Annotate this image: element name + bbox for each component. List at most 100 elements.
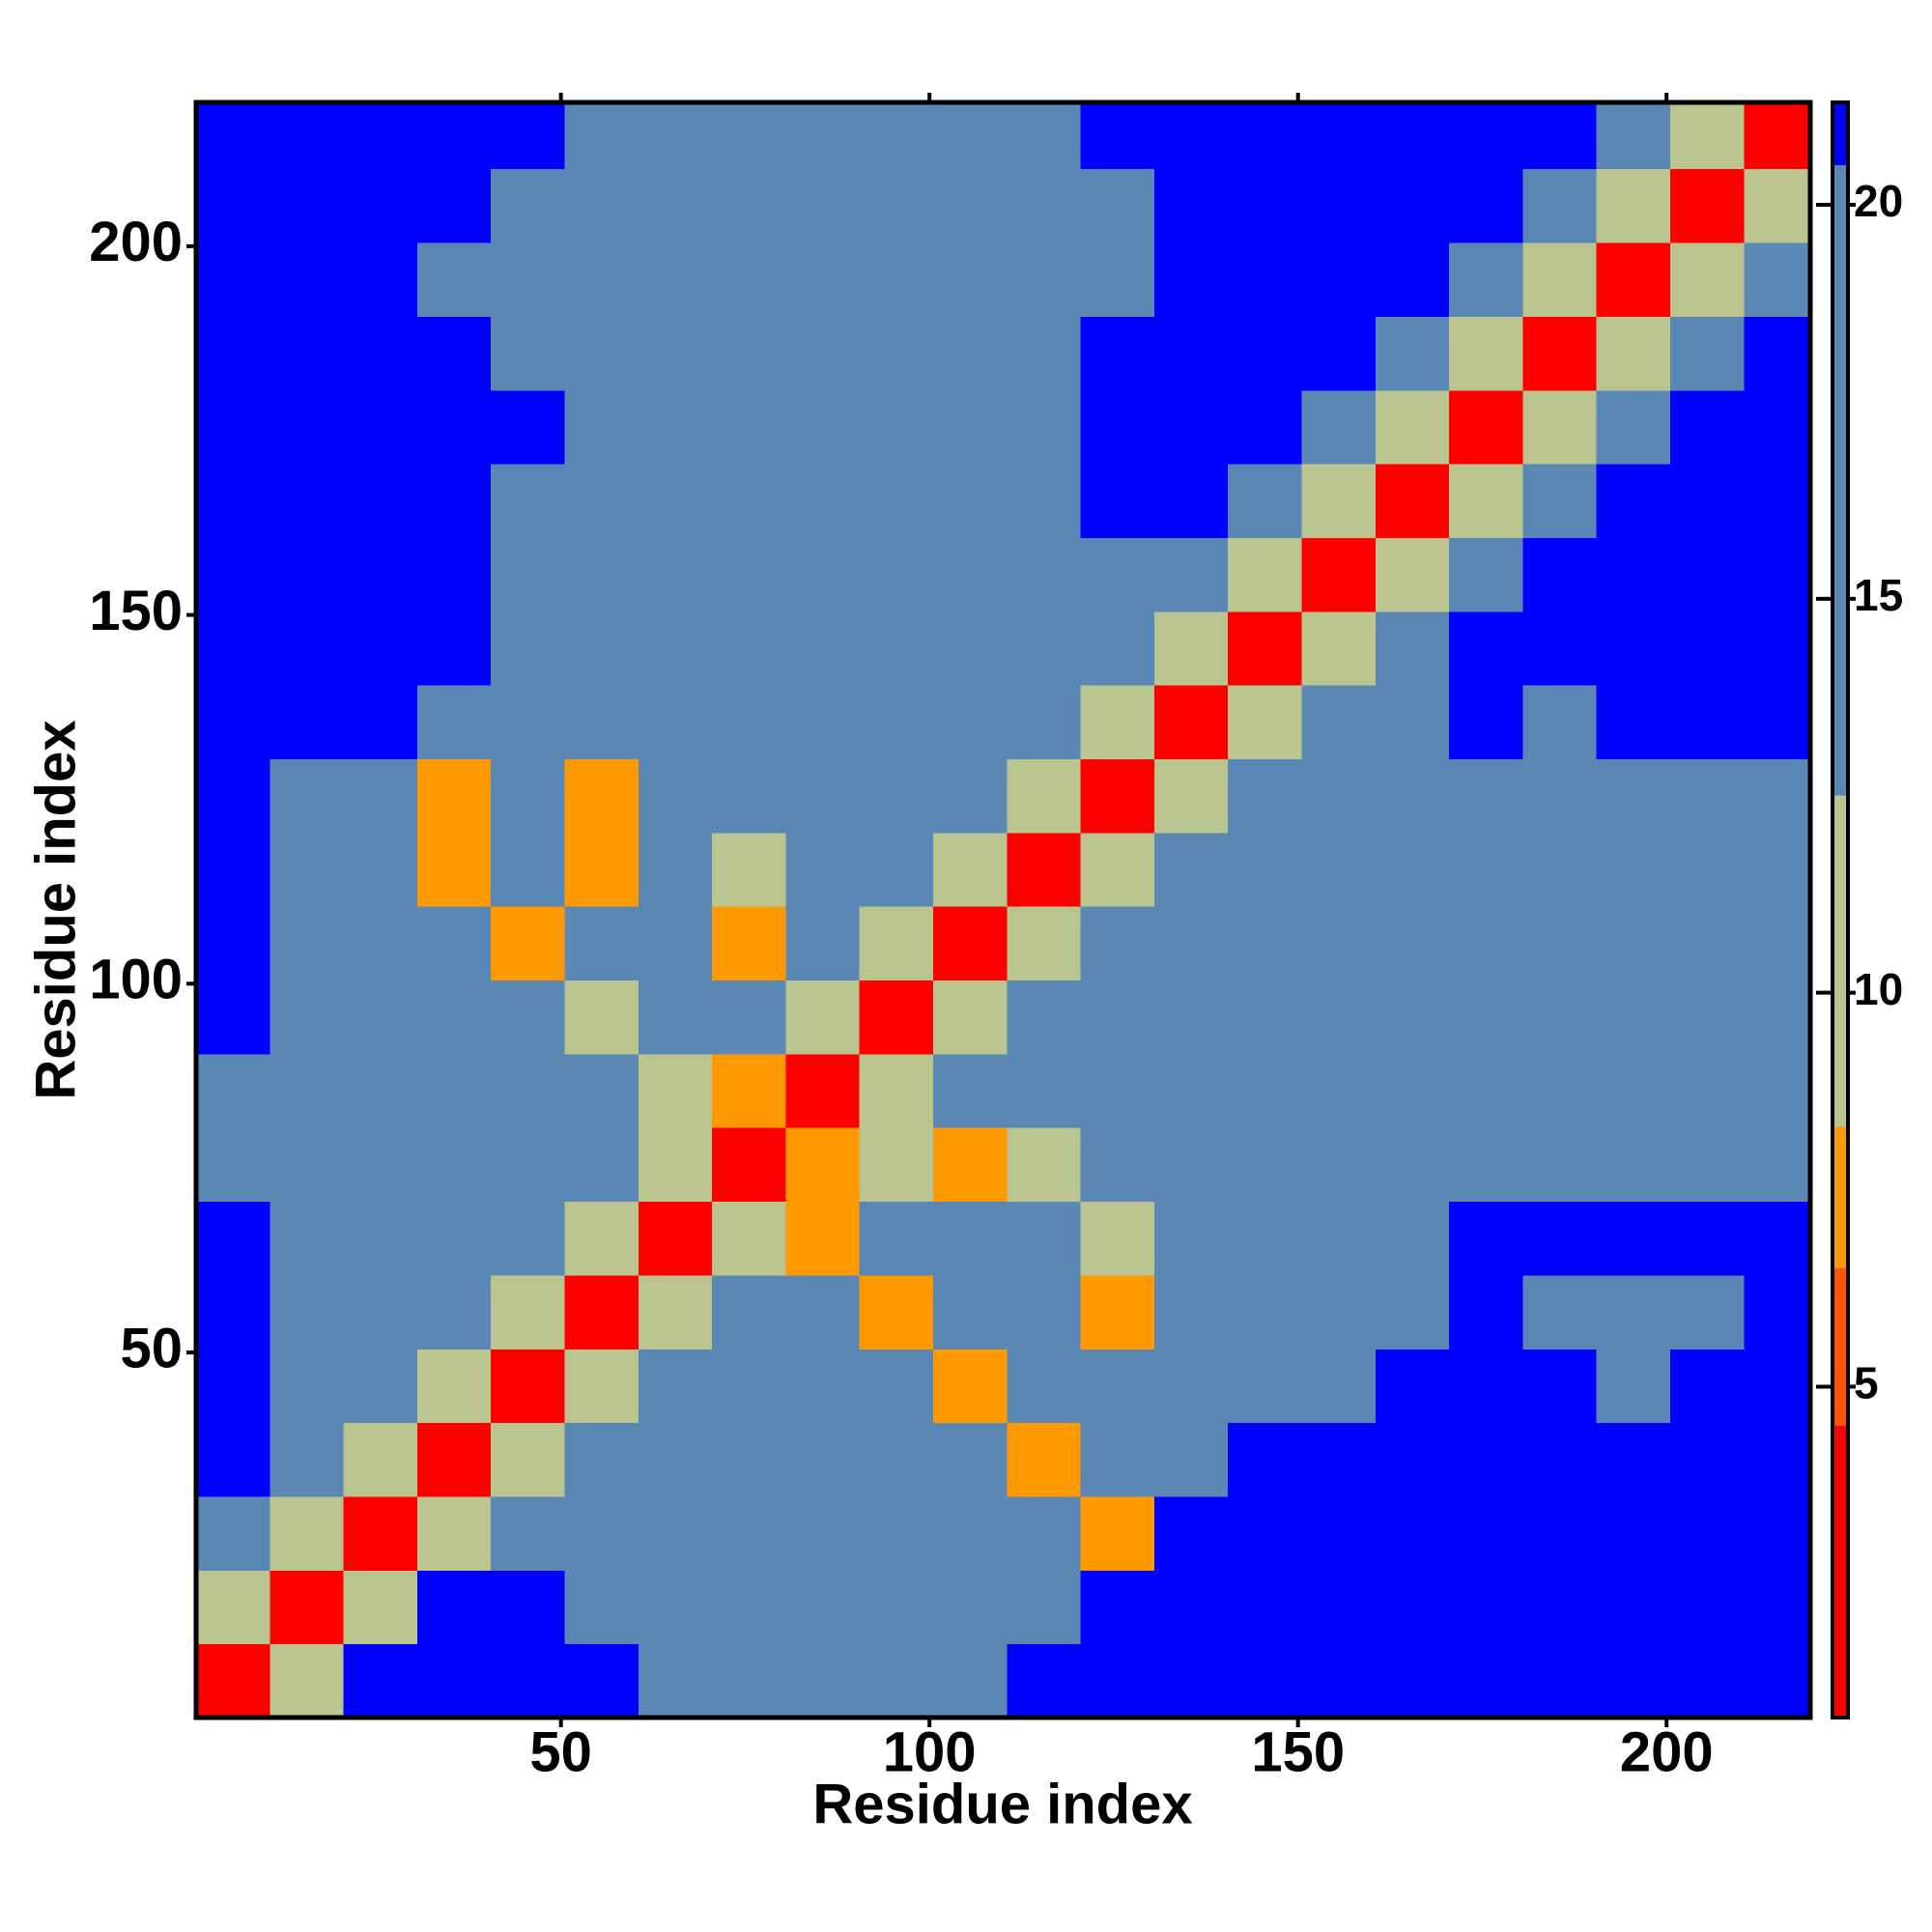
heatmap-cell xyxy=(1153,1053,1229,1128)
heatmap-cell xyxy=(1449,1643,1523,1719)
heatmap-cell xyxy=(1375,906,1450,981)
heatmap-cell xyxy=(196,316,270,391)
heatmap-cell xyxy=(933,611,1008,686)
heatmap-cell xyxy=(1228,1422,1303,1497)
heatmap-cell xyxy=(712,1127,786,1203)
colorbar-band xyxy=(1833,795,1848,1127)
heatmap-cell xyxy=(1596,102,1671,170)
x-tick-label: 150 xyxy=(1251,1720,1345,1783)
heatmap-cell xyxy=(1744,685,1811,759)
heatmap-cell xyxy=(564,980,639,1055)
heatmap-cell xyxy=(1449,1201,1523,1276)
heatmap-cell xyxy=(1301,980,1377,1055)
heatmap-cell xyxy=(1670,168,1745,243)
heatmap-cell xyxy=(1522,389,1598,465)
heatmap-cell xyxy=(1228,102,1303,170)
heatmap-cell xyxy=(712,758,786,834)
heatmap-cell xyxy=(416,1349,492,1424)
heatmap-cell xyxy=(564,389,639,465)
heatmap-cell xyxy=(1596,906,1671,981)
heatmap-cell xyxy=(270,1201,345,1276)
heatmap-cell xyxy=(1670,1495,1745,1571)
heatmap-cell xyxy=(785,1053,861,1128)
heatmap-cell xyxy=(1153,168,1229,243)
heatmap-cell xyxy=(416,1422,492,1497)
heatmap-cell xyxy=(491,758,566,834)
heatmap-cell xyxy=(196,832,270,907)
heatmap-cell xyxy=(343,1570,418,1645)
heatmap-cell xyxy=(196,1495,270,1571)
heatmap-cell xyxy=(785,685,861,759)
heatmap-cell xyxy=(1228,1349,1303,1424)
heatmap-cell xyxy=(638,537,713,612)
heatmap-cell xyxy=(1596,1053,1671,1128)
heatmap-cell xyxy=(1007,906,1082,981)
heatmap-cell xyxy=(1375,1274,1450,1350)
heatmap-cell xyxy=(1670,1349,1745,1424)
heatmap-cell xyxy=(1670,1274,1745,1350)
heatmap-cell xyxy=(1522,758,1598,834)
heatmap-cell xyxy=(1596,685,1671,759)
heatmap-cell xyxy=(416,464,492,538)
heatmap-cell xyxy=(1153,832,1229,907)
heatmap-cell xyxy=(1375,242,1450,317)
heatmap-cell xyxy=(491,1201,566,1276)
heatmap-cell xyxy=(1375,537,1450,612)
heatmap-cell xyxy=(1080,242,1155,317)
heatmap-cell xyxy=(564,242,639,317)
heatmap-cell xyxy=(933,242,1008,317)
heatmap-cell xyxy=(1375,1053,1450,1128)
heatmap-cell xyxy=(270,1643,345,1719)
heatmap-cell xyxy=(785,1274,861,1350)
heatmap-cell xyxy=(1080,1422,1155,1497)
heatmap-cell xyxy=(1228,1495,1303,1571)
heatmap-cell xyxy=(933,1053,1008,1128)
heatmap-cell xyxy=(491,1422,566,1497)
heatmap-cell xyxy=(1228,242,1303,317)
heatmap-cell xyxy=(1007,832,1082,907)
heatmap-cell xyxy=(564,102,639,170)
heatmap-cell xyxy=(1670,1643,1745,1719)
heatmap-cell xyxy=(564,611,639,686)
heatmap-cell xyxy=(859,1053,934,1128)
heatmap-cell xyxy=(1522,1274,1598,1350)
heatmap-cell xyxy=(416,980,492,1055)
heatmap-cell xyxy=(491,1053,566,1128)
heatmap-cell xyxy=(564,1495,639,1571)
heatmap-cell xyxy=(1080,1274,1155,1350)
heatmap-cell xyxy=(638,685,713,759)
heatmap-cell xyxy=(343,102,418,170)
heatmap-cell xyxy=(564,464,639,538)
heatmap-cell xyxy=(1228,832,1303,907)
heatmap-cell xyxy=(1596,1274,1671,1350)
heatmap-cell xyxy=(1007,537,1082,612)
heatmap-cell xyxy=(491,102,566,170)
heatmap-cell xyxy=(859,611,934,686)
heatmap-cell xyxy=(564,1349,639,1424)
heatmap-cell xyxy=(712,464,786,538)
heatmap-cell xyxy=(859,242,934,317)
heatmap-cell xyxy=(712,1349,786,1424)
heatmap-cell xyxy=(785,389,861,465)
heatmap-cell xyxy=(491,611,566,686)
heatmap-cell xyxy=(564,1274,639,1350)
heatmap-cell xyxy=(343,685,418,759)
heatmap-cell xyxy=(1670,980,1745,1055)
heatmap-cell xyxy=(1228,1053,1303,1128)
heatmap-cell xyxy=(564,537,639,612)
heatmap-cell xyxy=(859,685,934,759)
heatmap-cell xyxy=(1301,1127,1377,1203)
heatmap-cell xyxy=(343,1349,418,1424)
heatmap-cell xyxy=(1449,1570,1523,1645)
heatmap-cell xyxy=(933,758,1008,834)
colorbar-band xyxy=(1833,1426,1848,1718)
heatmap-cell xyxy=(1744,537,1811,612)
heatmap-cell xyxy=(1449,1495,1523,1571)
heatmap-cell xyxy=(416,537,492,612)
heatmap-cell xyxy=(1301,1201,1377,1276)
heatmap-cell xyxy=(712,389,786,465)
heatmap-cell xyxy=(1670,685,1745,759)
heatmap-cell xyxy=(1375,1349,1450,1424)
heatmap-cell xyxy=(1670,906,1745,981)
heatmap-cell xyxy=(638,1053,713,1128)
